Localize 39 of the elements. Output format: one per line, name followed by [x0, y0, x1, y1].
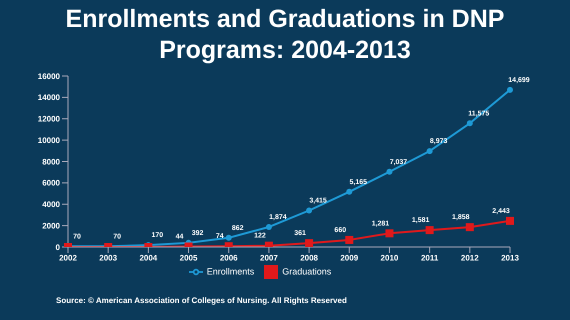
point — [306, 208, 312, 214]
point — [386, 168, 392, 175]
x-tick-label: 2013 — [501, 254, 520, 263]
y-tick-label: 4000 — [42, 200, 61, 210]
x-tick-label: 2010 — [380, 254, 399, 263]
point — [426, 148, 433, 154]
x-tick-label: 2012 — [460, 254, 480, 263]
point — [506, 216, 514, 225]
point — [466, 223, 474, 232]
legend-label: Graduations — [282, 266, 332, 276]
point — [345, 236, 354, 244]
x-tick-label: 2008 — [300, 254, 319, 263]
y-tick-label: 16000 — [38, 72, 61, 81]
point — [346, 188, 352, 195]
y-tick-label: 2000 — [42, 221, 61, 230]
y-tick-label: 6000 — [42, 178, 61, 188]
point — [507, 86, 513, 93]
point — [466, 120, 473, 126]
y-tick-label: 14000 — [38, 93, 61, 102]
legend-label: Enrollments — [206, 266, 254, 276]
x-tick-label: 2004 — [139, 254, 158, 263]
chart-title: Enrollments and Graduations in DNP Programs: 2004-2013 — [64, 4, 506, 66]
x-tick-label: 2005 — [180, 254, 198, 263]
point — [305, 239, 314, 247]
y-tick-label: 12000 — [38, 114, 61, 124]
source-note: Source: © American Association of Colleges of Nursing. All Rights Reserved — [56, 296, 347, 305]
x-tick-label: 2006 — [220, 254, 238, 263]
point — [385, 229, 394, 238]
point — [266, 224, 272, 230]
x-tick-label: 2003 — [99, 254, 118, 263]
x-tick-label: 2009 — [340, 254, 359, 263]
y-tick-label: 8000 — [42, 157, 61, 166]
y-tick-label: 0 — [56, 242, 61, 252]
y-tick-label: 10000 — [38, 136, 61, 145]
point — [426, 226, 434, 234]
x-tick-label: 2002 — [59, 254, 78, 263]
point — [226, 234, 232, 241]
x-tick-label: 2011 — [420, 254, 439, 263]
x-tick-label: 2007 — [260, 254, 278, 263]
